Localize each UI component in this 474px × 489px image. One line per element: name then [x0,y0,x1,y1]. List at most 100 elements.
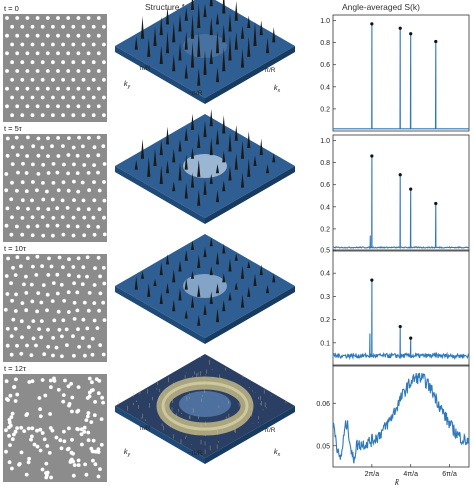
particle [25,256,30,261]
particle [76,458,81,463]
y-tick-label: 0.6 [320,182,330,189]
particle-panel-1: t = 5τ [3,124,107,242]
particle [5,86,9,91]
particle [72,162,76,167]
particle [80,336,85,340]
particle [15,86,20,91]
bragg-peak [197,132,201,148]
particle [51,181,56,185]
particle [30,434,34,439]
particle [101,144,106,149]
particle [38,448,43,453]
particle [86,430,91,435]
structure-factor-panel-2 [115,234,295,344]
bragg-peak [222,180,226,192]
particle [61,95,65,100]
series-line [332,280,470,361]
bragg-peak [222,273,226,283]
col3-header: Angle-averaged S(k) [342,2,420,12]
particle [21,161,25,166]
peak-marker [409,32,413,36]
bragg-peak [240,48,245,68]
particle [24,308,29,313]
particle [81,317,86,322]
particle [94,449,98,454]
particle [71,473,76,478]
particle [82,300,87,305]
particle [37,396,42,400]
particle [60,198,65,203]
bragg-peak [184,310,188,319]
particle [41,233,46,238]
particle [85,255,90,260]
particle [36,172,41,176]
particle [41,181,45,185]
particle [89,446,94,451]
diffuse-center [183,154,227,178]
particle [79,427,84,432]
bragg-peak [203,246,207,258]
particle [71,233,76,238]
bragg-peak [190,14,195,39]
particle [44,475,49,480]
particle [96,86,101,91]
particle [66,86,71,91]
particle [30,426,35,431]
bragg-peak [259,20,263,36]
bragg-peak [209,48,213,65]
particle [12,432,16,437]
particle [10,42,15,47]
particle [20,60,25,65]
particle [29,437,33,442]
structure-factor-panel-1 [115,109,295,224]
bragg-peak [197,314,201,326]
particle [51,77,55,82]
particle [86,411,91,415]
particle [76,463,81,467]
particle-panel-0: t = 0 [3,4,107,122]
bragg-peak [172,54,176,72]
particle [72,463,77,467]
particle [59,282,64,287]
bragg-peak [153,26,157,46]
bragg-peak [228,292,232,301]
particle [30,42,35,47]
structure-factor-panel-3: π/R −π/R π/R ky kx [115,354,295,464]
particle [10,411,15,416]
particle [5,292,10,296]
particle [40,215,45,220]
particle [35,16,40,20]
particle [14,377,18,382]
bragg-peak [222,47,226,72]
bragg-peak [172,181,176,192]
particle [26,207,30,211]
y-tick-label: 0.1 [320,340,330,347]
bragg-peak [172,269,176,283]
particle [91,215,96,220]
peak-marker [398,26,402,30]
particle [44,461,49,466]
y-tick-label: 0.2 [320,226,330,233]
particle [31,319,36,323]
particle [75,171,80,176]
particle [7,425,11,430]
particle [62,298,67,303]
particle [102,24,106,29]
y-tick-label: 0.8 [320,160,330,167]
particle [86,438,91,443]
bragg-peak [134,36,138,50]
particle [87,394,92,399]
particle [30,60,35,65]
particle [97,308,101,313]
particle [10,162,15,167]
time-label: t = 5τ [4,124,22,133]
particle [62,439,67,444]
particle [71,60,76,65]
bragg-peak [209,265,213,276]
particle [60,354,64,359]
particle [38,414,43,419]
structure-factor-panel-0: π/R −π/R π/R ky kx [115,0,295,104]
particle [61,265,65,270]
particle [65,447,70,452]
particle [46,136,50,141]
